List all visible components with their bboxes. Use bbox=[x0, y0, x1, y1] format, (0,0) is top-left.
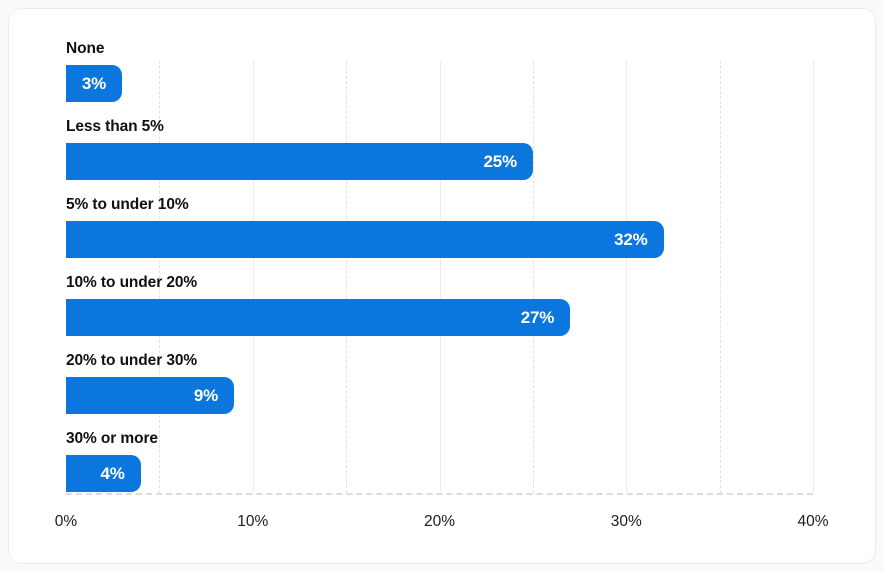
bar-value-label: 9% bbox=[193, 385, 219, 405]
gridline-major bbox=[439, 61, 441, 493]
category-label: 10% to under 20% bbox=[66, 274, 198, 291]
category-label: 20% to under 30% bbox=[66, 352, 198, 369]
chart-card: None 3% Less than 5% 25% 5% to under 10%… bbox=[8, 8, 876, 564]
bar: 25% bbox=[66, 143, 533, 180]
bar-value-label: 3% bbox=[81, 73, 107, 93]
bar-value-label: 4% bbox=[100, 463, 125, 483]
x-axis-tick: 40% bbox=[797, 513, 829, 530]
x-axis-tick: 10% bbox=[237, 513, 269, 530]
gridline-minor bbox=[719, 61, 721, 493]
category-label: Less than 5% bbox=[66, 118, 164, 135]
bar-value-label: 32% bbox=[614, 229, 648, 249]
bar: 4% bbox=[66, 455, 141, 492]
category-label: 30% or more bbox=[66, 430, 158, 447]
bar-chart: None 3% Less than 5% 25% 5% to under 10%… bbox=[55, 9, 829, 530]
x-axis-baseline bbox=[66, 493, 813, 495]
gridline-major bbox=[252, 61, 254, 493]
bar-value-label: 25% bbox=[483, 151, 517, 171]
bar-row: 30% or more 4% bbox=[66, 429, 813, 492]
category-label: None bbox=[66, 40, 105, 57]
x-axis-tick-labels: 0% 10% 20% 30% 40% bbox=[55, 513, 829, 535]
bar-row: None 3% bbox=[66, 39, 813, 102]
bar: 32% bbox=[66, 221, 664, 258]
gridline-major bbox=[813, 61, 814, 493]
bar: 9% bbox=[66, 377, 235, 414]
bar-row: 5% to under 10% 32% bbox=[66, 195, 813, 258]
x-axis-tick: 20% bbox=[423, 513, 456, 530]
bar: 3% bbox=[66, 65, 123, 102]
bar-row: 10% to under 20% 27% bbox=[66, 273, 813, 336]
gridline-minor bbox=[159, 61, 161, 493]
gridline-minor bbox=[532, 61, 534, 493]
bar-row: 20% to under 30% 9% bbox=[66, 351, 813, 414]
gridline-major bbox=[626, 61, 628, 493]
bar-rows: None 3% Less than 5% 25% 5% to under 10%… bbox=[66, 39, 813, 507]
x-axis-tick: 0% bbox=[54, 513, 78, 530]
gridline-minor bbox=[346, 61, 348, 493]
gridlines bbox=[66, 61, 814, 493]
bar-value-label: 27% bbox=[520, 307, 555, 327]
category-label: 5% to under 10% bbox=[66, 196, 189, 213]
bar-row: Less than 5% 25% bbox=[66, 117, 813, 180]
x-axis-tick: 30% bbox=[610, 513, 642, 530]
bar: 27% bbox=[66, 299, 571, 336]
